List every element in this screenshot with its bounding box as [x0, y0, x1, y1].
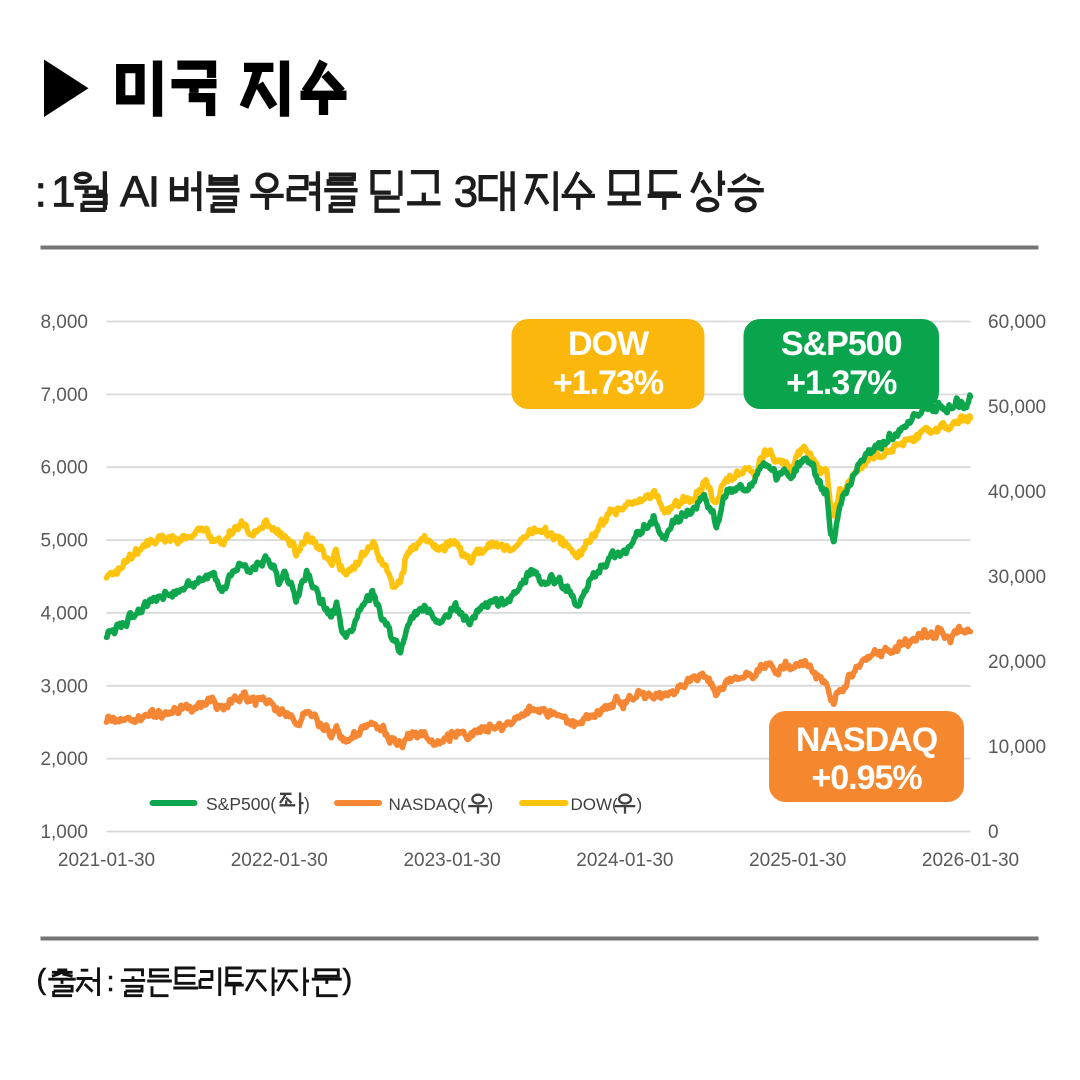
svg-text:): )	[343, 964, 353, 996]
svg-text:S&P500: S&P500	[781, 325, 902, 363]
svg-text:2021-01-30: 2021-01-30	[58, 850, 155, 871]
svg-text:): )	[488, 795, 494, 814]
svg-text:60,000: 60,000	[988, 312, 1046, 333]
svg-text:6,000: 6,000	[40, 458, 88, 479]
svg-text:DOW: DOW	[568, 325, 650, 363]
svg-text:S&P500(: S&P500(	[206, 794, 276, 814]
svg-text:10,000: 10,000	[988, 737, 1046, 758]
svg-text:+0.95%: +0.95%	[811, 759, 922, 797]
svg-text:5,000: 5,000	[40, 531, 88, 552]
svg-text:3: 3	[454, 168, 478, 217]
svg-text:8,000: 8,000	[40, 312, 88, 333]
svg-text:+1.37%: +1.37%	[786, 364, 897, 402]
svg-text:50,000: 50,000	[988, 397, 1046, 418]
svg-text:7,000: 7,000	[40, 385, 88, 406]
svg-text:1,000: 1,000	[40, 822, 88, 843]
svg-text:DOW(: DOW(	[571, 795, 619, 814]
svg-text:2,000: 2,000	[40, 749, 88, 770]
svg-text:0: 0	[988, 822, 999, 843]
svg-text:AI: AI	[120, 168, 159, 217]
svg-text:2024-01-30: 2024-01-30	[576, 850, 673, 871]
svg-text:): )	[304, 794, 310, 814]
svg-text:30,000: 30,000	[988, 567, 1046, 588]
svg-text:1: 1	[51, 168, 75, 217]
svg-text:(: (	[37, 964, 47, 996]
svg-text:3,000: 3,000	[40, 676, 88, 697]
svg-text:2022-01-30: 2022-01-30	[231, 850, 328, 871]
svg-text::: :	[107, 966, 115, 998]
svg-text:): )	[637, 795, 643, 814]
svg-text:+1.73%: +1.73%	[553, 364, 664, 402]
svg-text:2025-01-30: 2025-01-30	[749, 850, 846, 871]
svg-text::: :	[35, 168, 47, 217]
svg-text:NASDAQ: NASDAQ	[796, 721, 938, 759]
svg-text:4,000: 4,000	[40, 603, 88, 624]
svg-text:NASDAQ(: NASDAQ(	[389, 795, 467, 814]
svg-text:2023-01-30: 2023-01-30	[403, 850, 500, 871]
svg-text:40,000: 40,000	[988, 482, 1046, 503]
svg-text:20,000: 20,000	[988, 652, 1046, 673]
svg-text:2026-01-30: 2026-01-30	[922, 850, 1019, 871]
